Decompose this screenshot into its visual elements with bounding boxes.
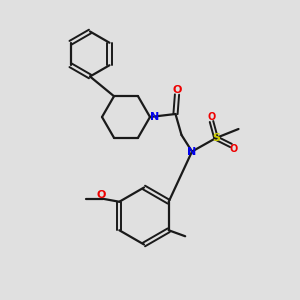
Text: O: O bbox=[207, 112, 216, 122]
Text: S: S bbox=[212, 133, 220, 143]
Text: N: N bbox=[188, 146, 196, 157]
Text: O: O bbox=[172, 85, 182, 95]
Text: O: O bbox=[230, 144, 238, 154]
Text: O: O bbox=[97, 190, 106, 200]
Text: N: N bbox=[150, 112, 159, 122]
